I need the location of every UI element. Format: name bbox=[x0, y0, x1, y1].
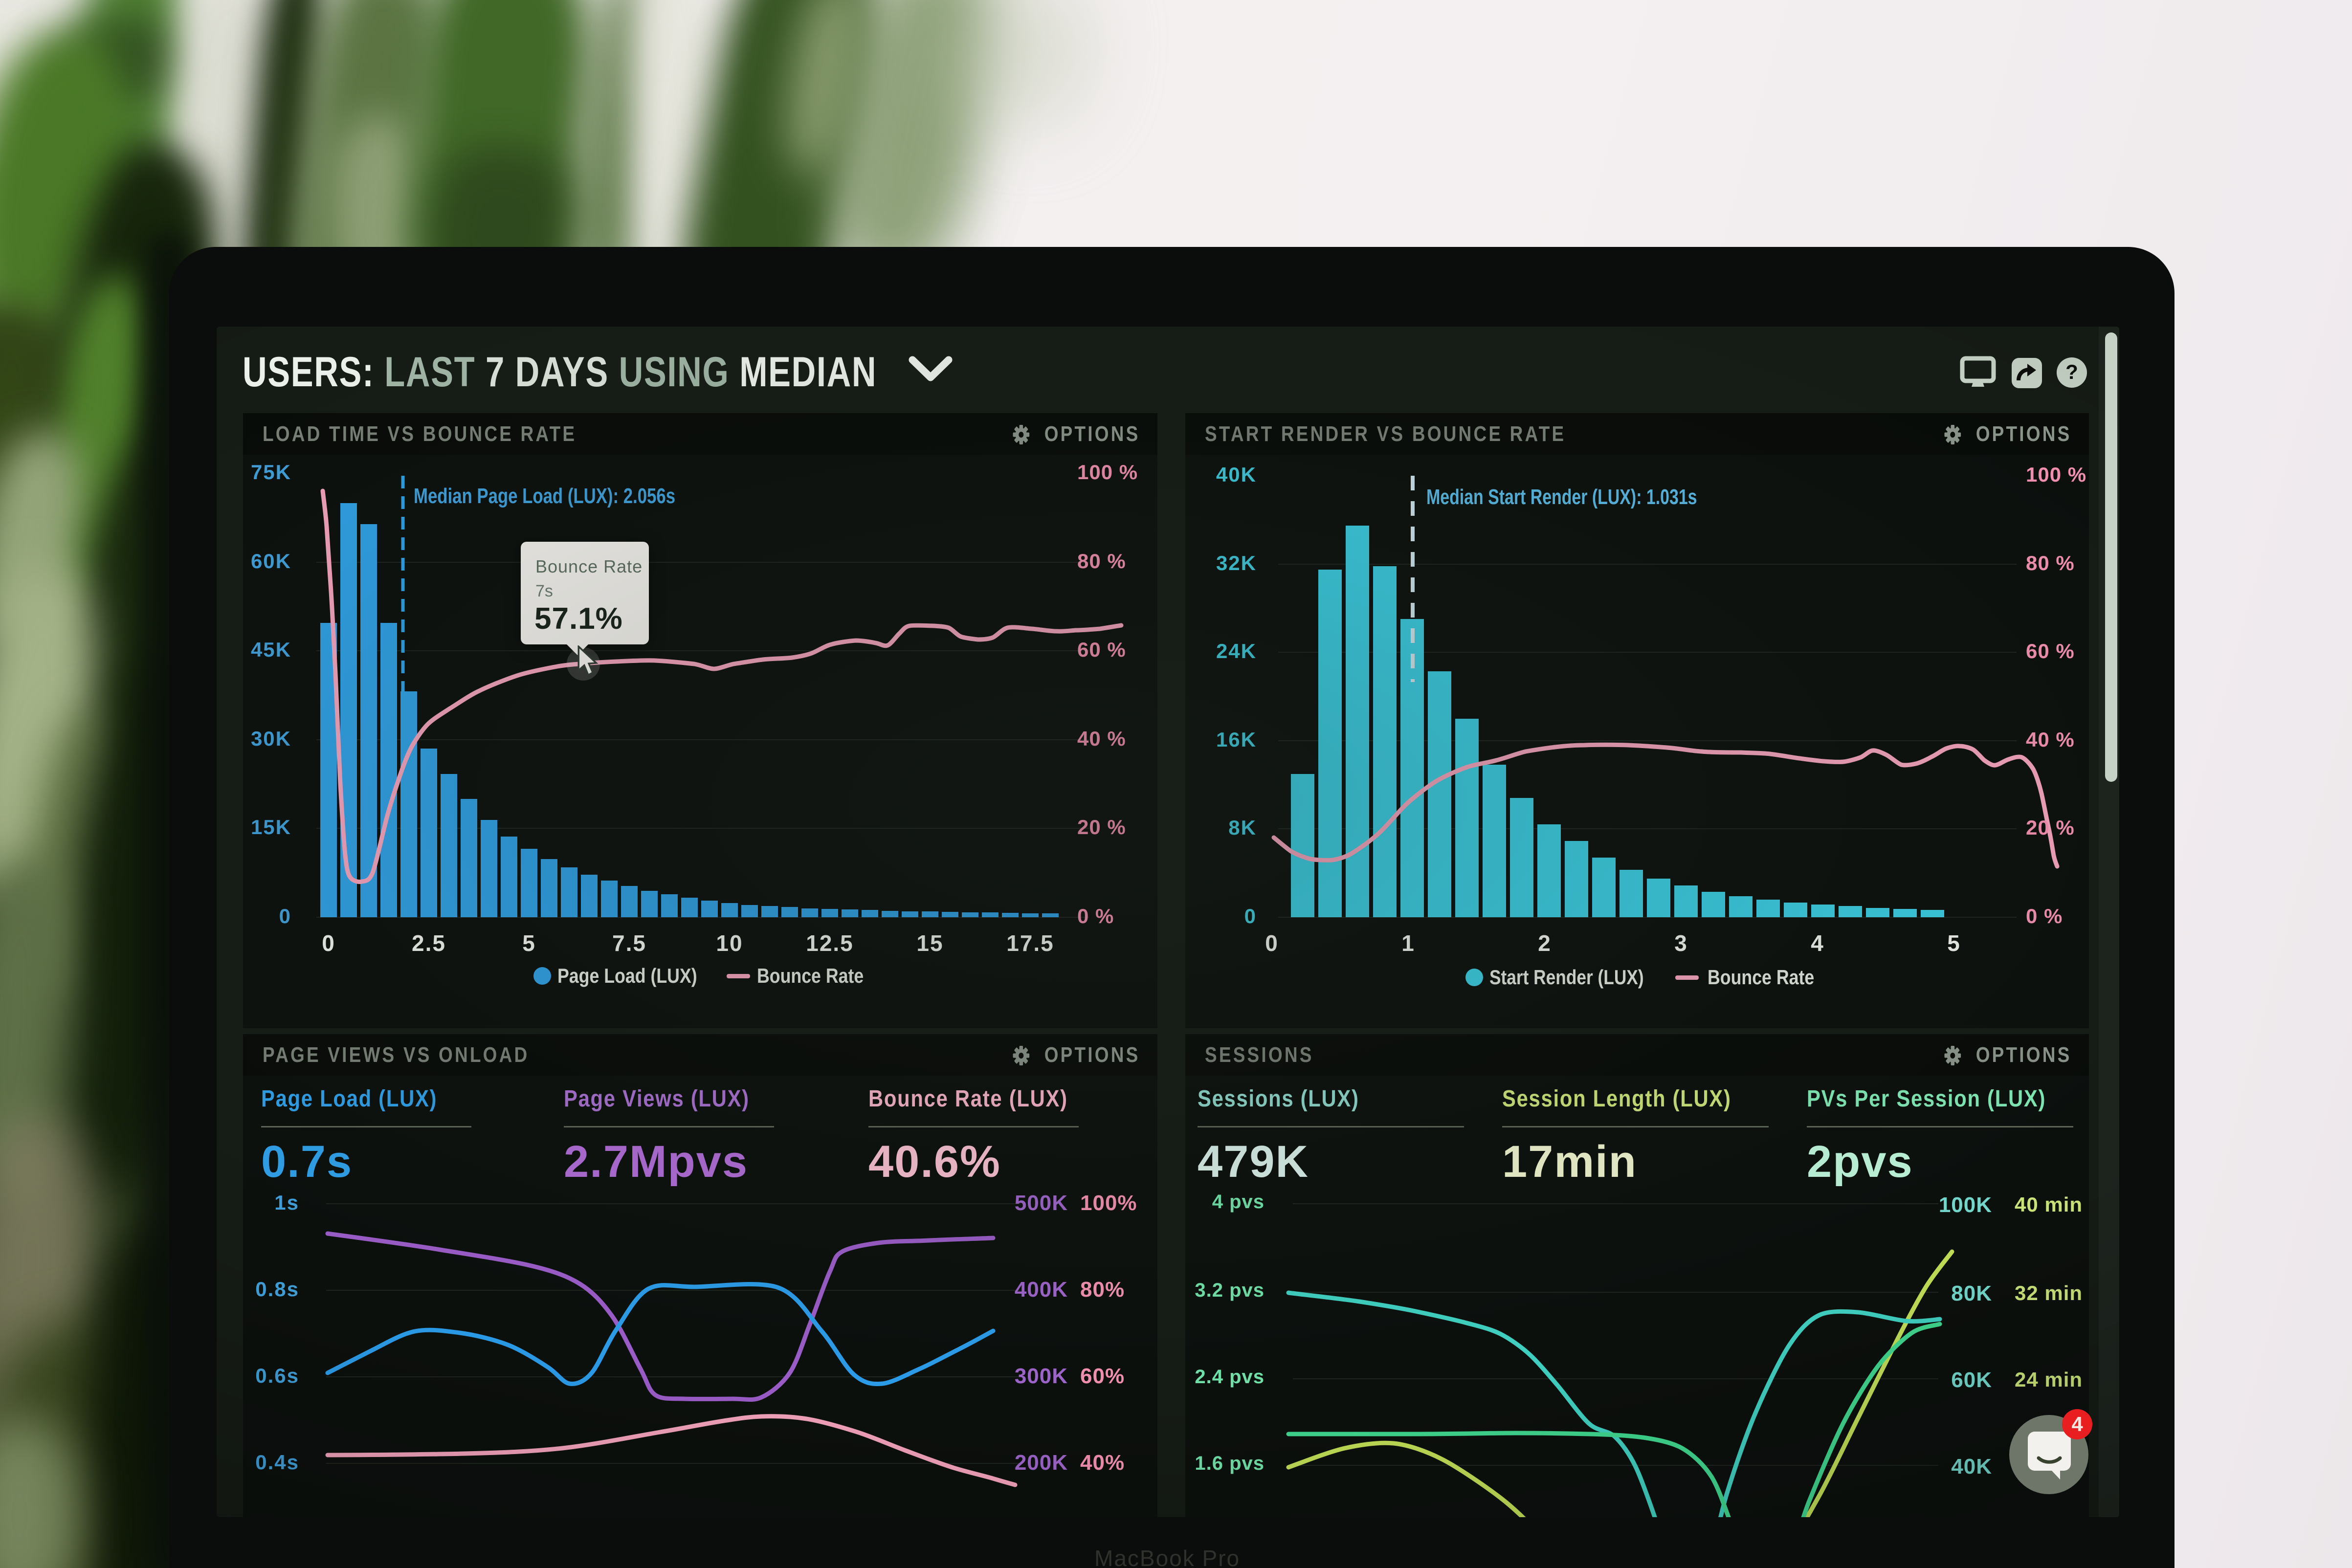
svg-text:?: ? bbox=[2065, 360, 2078, 383]
